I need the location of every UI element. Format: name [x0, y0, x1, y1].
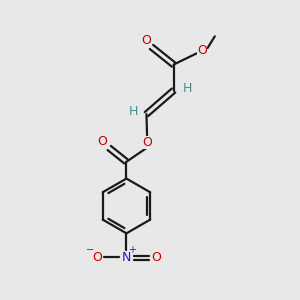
Text: H: H [128, 105, 138, 118]
Text: −: − [86, 245, 94, 255]
Text: O: O [197, 44, 207, 57]
Text: O: O [151, 251, 161, 264]
Text: H: H [183, 82, 192, 95]
Text: O: O [92, 251, 102, 264]
Text: O: O [98, 135, 107, 148]
Text: +: + [128, 245, 136, 255]
Text: O: O [141, 34, 151, 47]
Text: N: N [122, 251, 131, 264]
Text: O: O [142, 136, 152, 149]
